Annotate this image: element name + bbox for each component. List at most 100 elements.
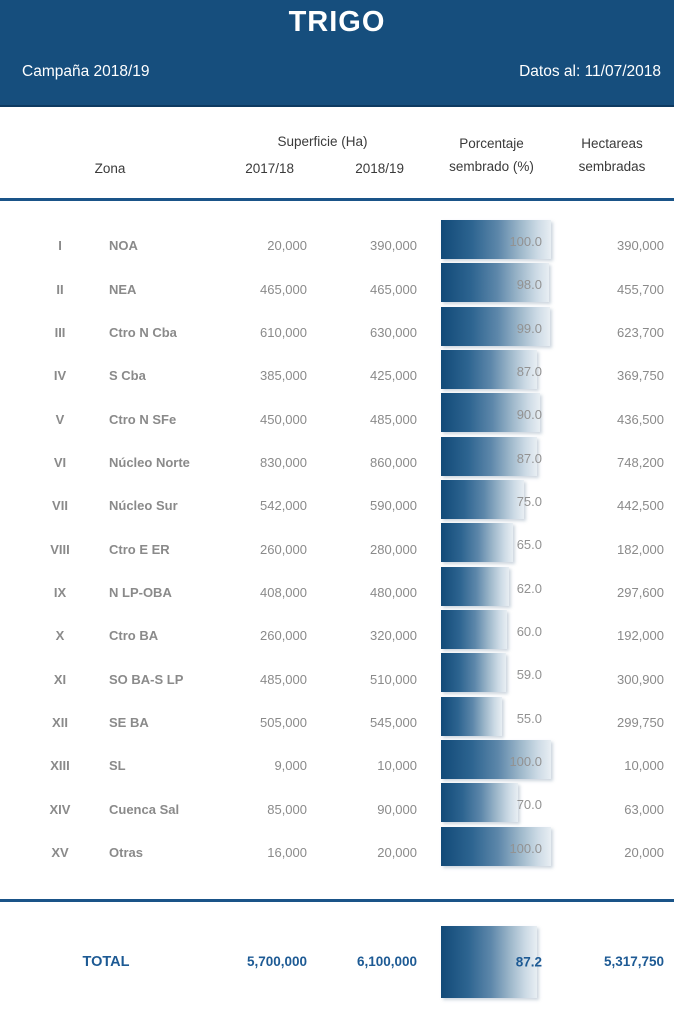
- table-row: IV S Cba 385,000 425,000 87.0 369,750: [0, 350, 674, 393]
- zone-id: XI: [53, 671, 67, 687]
- pct-bar-cell: 87.0: [417, 350, 560, 393]
- header-divider-line: [0, 198, 674, 201]
- total-label: TOTAL: [82, 953, 130, 970]
- zone-name: Núcleo Norte: [109, 454, 190, 470]
- sup-2018-19: 630,000: [370, 324, 417, 340]
- zone-name: Cuenca Sal: [109, 801, 180, 817]
- column-header-hectareas-sembradas: Hectareas sembradas: [560, 128, 674, 182]
- column-header-superficie: Superficie (Ha): [277, 133, 368, 149]
- table-header: Superficie (Ha) Zona 2017/18 2018/19 Por…: [0, 107, 674, 198]
- pct-label: 100.0: [509, 234, 542, 249]
- pct-label: 70.0: [516, 797, 542, 813]
- sup-2018-19: 860,000: [370, 454, 417, 470]
- table-row: VIII Ctro E ER 260,000 280,000 65.0 182,…: [0, 523, 674, 566]
- zone-name: Otras: [109, 844, 143, 860]
- pct-bar-cell: 59.0: [417, 653, 560, 696]
- zone-id: III: [54, 324, 66, 340]
- table-row: I NOA 20,000 390,000 100.0 390,000: [0, 220, 674, 263]
- sup-2018-19: 485,000: [370, 411, 417, 427]
- column-header-hectareas-line1: Hectareas: [581, 136, 643, 151]
- table-row: VII Núcleo Sur 542,000 590,000 75.0 442,…: [0, 480, 674, 523]
- hectareas-value: 436,500: [617, 411, 664, 427]
- sup-2017-18: 542,000: [260, 498, 307, 514]
- sup-2018-19: 10,000: [377, 758, 417, 774]
- zone-name: Ctro N SFe: [109, 411, 177, 427]
- pct-bar-cell: 100.0: [417, 826, 560, 870]
- zone-name: Ctro BA: [109, 628, 159, 644]
- hectareas-value: 10,000: [624, 758, 664, 774]
- hectareas-value: 182,000: [617, 541, 664, 557]
- pct-label: 87.0: [516, 364, 542, 380]
- pct-label: 98.0: [516, 277, 542, 293]
- pct-bar-cell: 55.0: [417, 696, 560, 740]
- campaign-label: Campaña 2018/19: [22, 63, 150, 80]
- table-row: XI SO BA-S LP 485,000 510,000 59.0 300,9…: [0, 653, 674, 696]
- zone-name: SO BA-S LP: [109, 671, 184, 687]
- sup-2017-18: 9,000: [274, 758, 307, 774]
- hectareas-value: 390,000: [617, 238, 664, 254]
- zone-name: N LP-OBA: [109, 584, 172, 600]
- pct-label: 60.0: [516, 624, 542, 640]
- pct-bar-cell: 98.0: [417, 263, 560, 306]
- column-header-porcentaje-sembrado: Porcentaje sembrado (%): [417, 128, 560, 182]
- zone-name: Ctro E ER: [109, 541, 170, 557]
- pct-label: 75.0: [516, 494, 542, 510]
- column-header-zona: Zona: [94, 160, 126, 176]
- total-pct-label: 87.2: [515, 954, 542, 970]
- sup-2018-19: 20,000: [377, 844, 417, 860]
- zone-id: XII: [52, 714, 68, 730]
- hectareas-value: 300,900: [617, 671, 664, 687]
- pct-label: 62.0: [516, 580, 542, 596]
- sup-2017-18: 20,000: [267, 238, 307, 254]
- pct-label: 59.0: [516, 667, 542, 683]
- pct-bar: [441, 480, 524, 520]
- table-row: II NEA 465,000 465,000 98.0 455,700: [0, 263, 674, 306]
- pct-bar: [441, 566, 510, 606]
- sup-2017-18: 260,000: [260, 541, 307, 557]
- table-row: VI Núcleo Norte 830,000 860,000 87.0 748…: [0, 436, 674, 480]
- hectareas-value: 63,000: [624, 801, 664, 817]
- pct-bar: [441, 436, 537, 476]
- hectareas-value: 297,600: [617, 584, 664, 600]
- column-header-hectareas-line2: sembradas: [578, 159, 646, 174]
- zone-id: I: [58, 238, 62, 254]
- table-row: XII SE BA 505,000 545,000 55.0 299,750: [0, 696, 674, 740]
- table-row: XIV Cuenca Sal 85,000 90,000 70.0 63,000: [0, 783, 674, 826]
- data-as-of-label: Datos al: 11/07/2018: [519, 63, 661, 80]
- total-superficie-2017-18: 5,700,000: [246, 954, 307, 970]
- sup-2018-19: 390,000: [370, 238, 417, 254]
- zone-name: S Cba: [109, 368, 146, 384]
- total-divider-line: [0, 899, 674, 903]
- total-superficie-2018-19: 6,100,000: [356, 954, 417, 970]
- zone-id: II: [56, 281, 64, 297]
- pct-bar: [441, 220, 551, 259]
- report-header: TRIGO Campaña 2018/19 Datos al: 11/07/20…: [0, 0, 674, 107]
- pct-bar: [441, 783, 518, 823]
- zone-id: XV: [51, 844, 69, 860]
- table-body: I NOA 20,000 390,000 100.0 390,000 II NE…: [0, 201, 674, 870]
- sup-2018-19: 90,000: [377, 801, 417, 817]
- zone-name: Ctro N Cba: [109, 324, 177, 340]
- pct-bar-cell: 90.0: [417, 393, 560, 436]
- pct-bar-cell: 62.0: [417, 566, 560, 610]
- column-header-porcentaje-line2: sembrado (%): [449, 159, 534, 174]
- table-row: XIII SL 9,000 10,000 100.0 10,000: [0, 740, 674, 783]
- zone-id: XIV: [49, 801, 71, 817]
- pct-bar: [441, 393, 540, 433]
- zone-id: IV: [53, 368, 67, 384]
- zone-name: Núcleo Sur: [109, 498, 178, 514]
- pct-label: 87.0: [516, 450, 542, 466]
- hectareas-value: 748,200: [617, 454, 664, 470]
- hectareas-value: 623,700: [617, 324, 664, 340]
- pct-bar-cell: 100.0: [417, 220, 560, 263]
- zone-id: VIII: [50, 541, 70, 557]
- zone-id: X: [55, 628, 65, 644]
- sup-2017-18: 260,000: [260, 628, 307, 644]
- total-bar-cell: 87.2: [417, 902, 560, 1021]
- sup-2018-19: 480,000: [370, 584, 417, 600]
- pct-bar: [441, 263, 549, 303]
- sup-2017-18: 385,000: [260, 368, 307, 384]
- sup-2017-18: 505,000: [260, 714, 307, 730]
- sup-2018-19: 465,000: [370, 281, 417, 297]
